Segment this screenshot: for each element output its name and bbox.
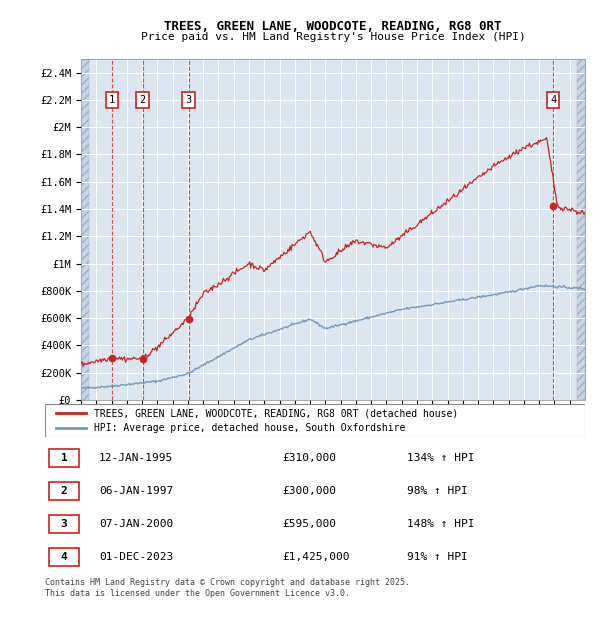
Text: 1: 1 bbox=[61, 453, 67, 463]
Text: HPI: Average price, detached house, South Oxfordshire: HPI: Average price, detached house, Sout… bbox=[94, 423, 405, 433]
Text: Contains HM Land Registry data © Crown copyright and database right 2025.: Contains HM Land Registry data © Crown c… bbox=[45, 578, 410, 587]
Text: 4: 4 bbox=[61, 552, 67, 562]
Text: 1: 1 bbox=[109, 95, 115, 105]
Text: 12-JAN-1995: 12-JAN-1995 bbox=[99, 453, 173, 463]
Text: 2: 2 bbox=[61, 486, 67, 496]
FancyBboxPatch shape bbox=[49, 449, 79, 467]
FancyBboxPatch shape bbox=[49, 515, 79, 533]
Text: 07-JAN-2000: 07-JAN-2000 bbox=[99, 519, 173, 529]
Text: £1,425,000: £1,425,000 bbox=[283, 552, 350, 562]
Text: 3: 3 bbox=[61, 519, 67, 529]
Text: This data is licensed under the Open Government Licence v3.0.: This data is licensed under the Open Gov… bbox=[45, 589, 350, 598]
Text: 2: 2 bbox=[140, 95, 146, 105]
Bar bbox=[81, 59, 89, 400]
Text: 06-JAN-1997: 06-JAN-1997 bbox=[99, 486, 173, 496]
Text: 3: 3 bbox=[185, 95, 191, 105]
Text: £300,000: £300,000 bbox=[283, 486, 337, 496]
Text: Price paid vs. HM Land Registry's House Price Index (HPI): Price paid vs. HM Land Registry's House … bbox=[140, 32, 526, 42]
Text: 134% ↑ HPI: 134% ↑ HPI bbox=[407, 453, 475, 463]
Text: 91% ↑ HPI: 91% ↑ HPI bbox=[407, 552, 467, 562]
Text: 148% ↑ HPI: 148% ↑ HPI bbox=[407, 519, 475, 529]
Text: 01-DEC-2023: 01-DEC-2023 bbox=[99, 552, 173, 562]
Text: £310,000: £310,000 bbox=[283, 453, 337, 463]
Text: TREES, GREEN LANE, WOODCOTE, READING, RG8 0RT: TREES, GREEN LANE, WOODCOTE, READING, RG… bbox=[164, 20, 502, 33]
Text: 98% ↑ HPI: 98% ↑ HPI bbox=[407, 486, 467, 496]
FancyBboxPatch shape bbox=[49, 548, 79, 566]
Text: TREES, GREEN LANE, WOODCOTE, READING, RG8 0RT (detached house): TREES, GREEN LANE, WOODCOTE, READING, RG… bbox=[94, 408, 458, 418]
FancyBboxPatch shape bbox=[49, 482, 79, 500]
Text: 4: 4 bbox=[550, 95, 556, 105]
Text: £595,000: £595,000 bbox=[283, 519, 337, 529]
Bar bbox=[577, 59, 585, 400]
